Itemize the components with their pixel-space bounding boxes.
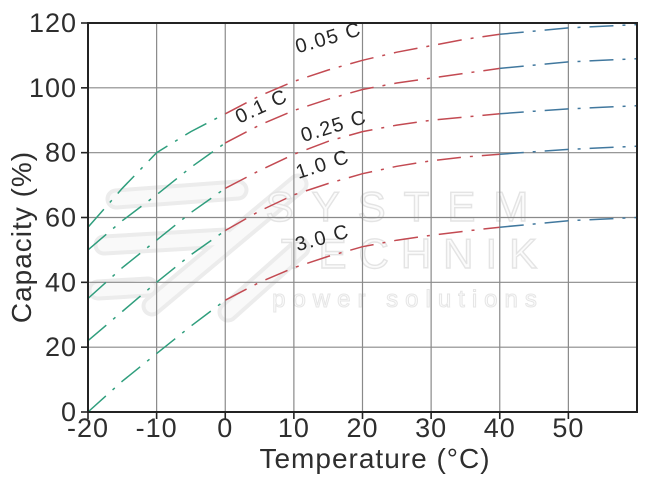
curve-0.1C-hot [499, 57, 638, 70]
curve-0.25C-hot [499, 104, 638, 115]
curve-0.05C-mid [224, 33, 500, 115]
gridlines [88, 23, 637, 412]
curve-3.0C-cold [87, 299, 226, 413]
y-tick-label: 60 [45, 203, 77, 233]
x-tick-label: 30 [415, 413, 447, 443]
axes: -20 -10 0 10 20 30 40 50 0 20 40 60 80 100 120 [29, 8, 584, 443]
curve-label: 0.1 C [232, 85, 291, 128]
curve-1.0C-cold [87, 229, 226, 342]
x-tick-label: 10 [278, 413, 310, 443]
curve-label: 0.05 C [293, 18, 364, 58]
y-tick-label: 80 [45, 138, 77, 168]
x-tick-label: -20 [67, 413, 109, 443]
y-tick-label: 40 [45, 267, 77, 297]
curve-0.25C-cold [87, 187, 226, 300]
curve-0.1C-cold [87, 142, 226, 251]
curve-1.0C-mid [224, 153, 500, 232]
watermark-line3: power solutions [272, 286, 544, 313]
curve-0.05C-hot [499, 23, 638, 36]
curve-label: 1.0 C [293, 146, 352, 184]
x-tick-label: 20 [346, 413, 378, 443]
watermark: SYSTEM TECHNIK power solutions [87, 173, 549, 323]
y-axis-title: Capacity (%) [6, 151, 37, 323]
curve-0.25C-mid [224, 113, 500, 189]
plot-border [87, 22, 638, 413]
x-tick-label: 50 [552, 413, 584, 443]
watermark-line2: TECHNIK [281, 230, 549, 277]
curve-0.1C-mid [224, 67, 500, 144]
x-tick-label: -10 [136, 413, 178, 443]
curve-3.0C-hot [499, 216, 638, 228]
x-tick-label: 40 [484, 413, 516, 443]
curve-3.0C-mid [224, 226, 500, 301]
y-tick-label: 0 [61, 397, 77, 427]
curve-label: 0.25 C [298, 106, 369, 147]
y-tick-label: 120 [29, 8, 77, 38]
x-tick-label: 0 [217, 413, 233, 443]
y-tick-label: 100 [29, 73, 77, 103]
x-axis-title: Temperature (°C) [259, 443, 490, 474]
y-tick-label: 20 [45, 332, 77, 362]
curve-0.05C-cold [87, 113, 226, 228]
curve-1.0C-hot [499, 145, 638, 156]
capacity-curves [87, 23, 638, 413]
